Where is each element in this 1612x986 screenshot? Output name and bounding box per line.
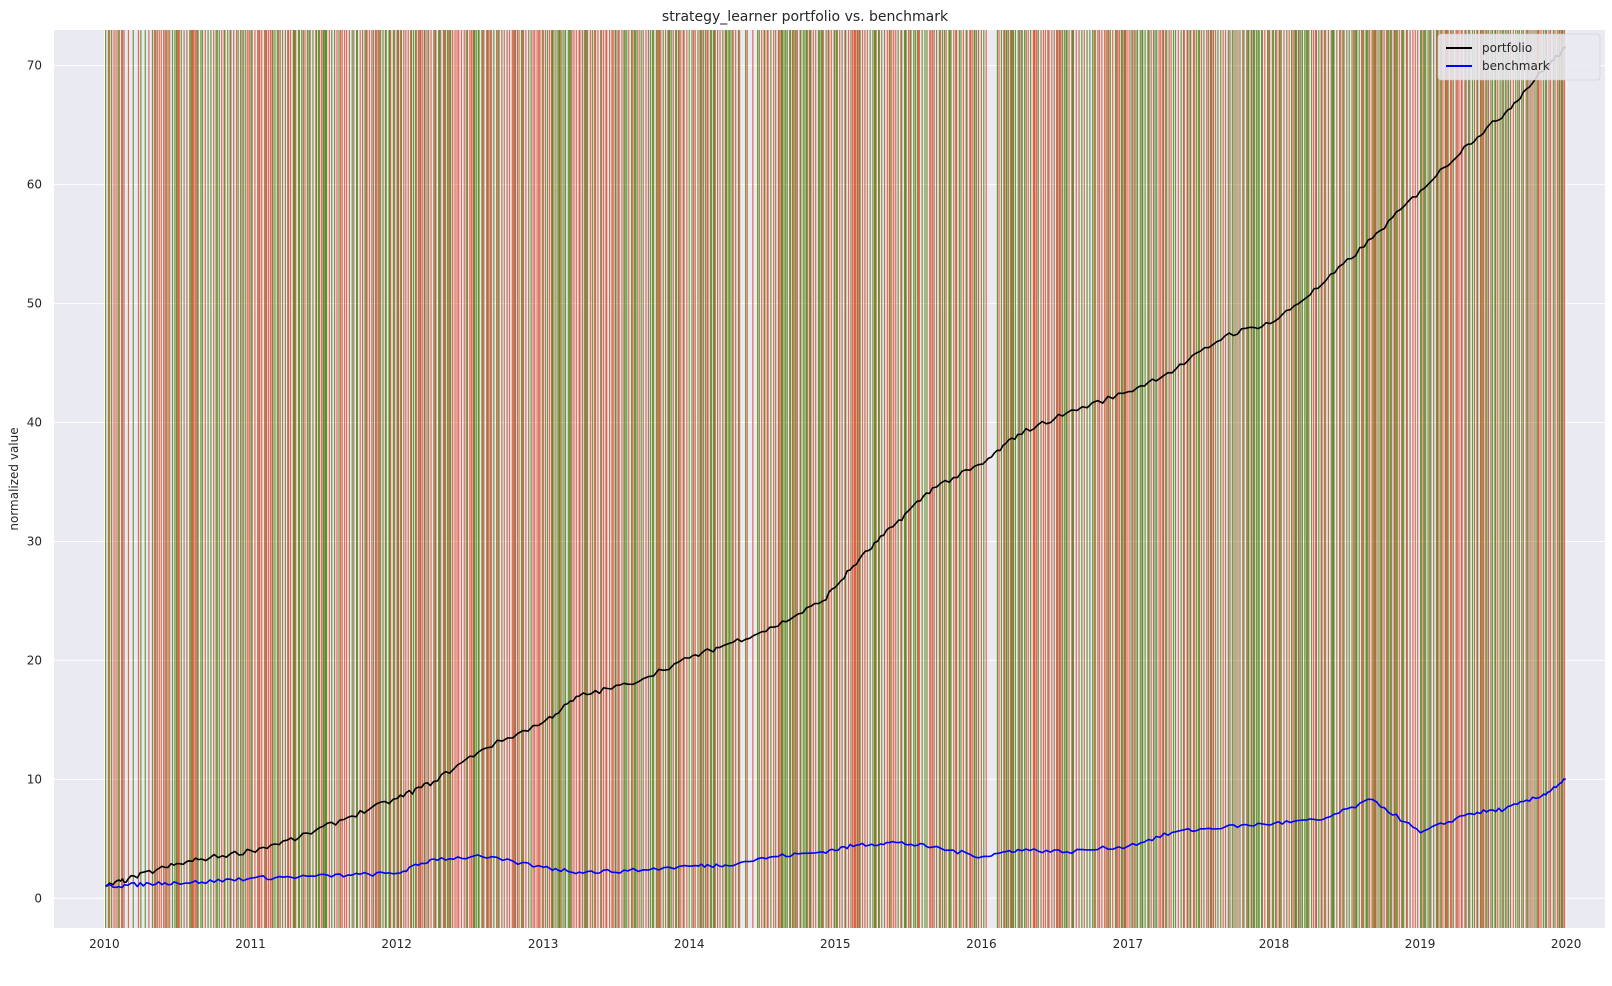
y-tick-label: 30 <box>27 534 42 548</box>
legend: portfolio benchmark <box>1437 33 1601 81</box>
x-tick-label: 2015 <box>820 937 851 951</box>
legend-label-portfolio: portfolio <box>1482 41 1532 55</box>
y-tick-label: 70 <box>27 59 42 73</box>
y-tick-label: 50 <box>27 297 42 311</box>
x-tick-label: 2017 <box>1113 937 1144 951</box>
y-tick-label: 0 <box>34 891 42 905</box>
legend-label-benchmark: benchmark <box>1482 59 1550 73</box>
series-portfolio-line <box>105 46 1566 888</box>
y-tick-label: 20 <box>27 653 42 667</box>
x-tick-label: 2011 <box>235 937 266 951</box>
x-tick-label: 2014 <box>674 937 705 951</box>
legend-box <box>1437 33 1601 81</box>
y-tick-label: 10 <box>27 772 42 786</box>
x-tick-label: 2013 <box>528 937 559 951</box>
series-benchmark-line <box>105 778 1566 889</box>
y-tick-label: 40 <box>27 416 42 430</box>
y-axis-label: normalized value <box>7 427 21 530</box>
tick-labels: 0 10 20 30 40 50 60 70 2010 2011 2012 2013 2014 2015 2… <box>27 59 1582 951</box>
y-tick-label: 60 <box>27 178 42 192</box>
series-lines <box>105 46 1566 889</box>
x-tick-label: 2019 <box>1405 937 1436 951</box>
x-tick-label: 2010 <box>89 937 120 951</box>
trade-signal-lines <box>105 30 1566 928</box>
x-tick-label: 2012 <box>381 937 412 951</box>
x-tick-label: 2018 <box>1259 937 1290 951</box>
x-tick-label: 2016 <box>966 937 997 951</box>
chart-title: strategy_learner portfolio vs. benchmark <box>662 9 949 25</box>
x-tick-label: 2020 <box>1551 937 1582 951</box>
